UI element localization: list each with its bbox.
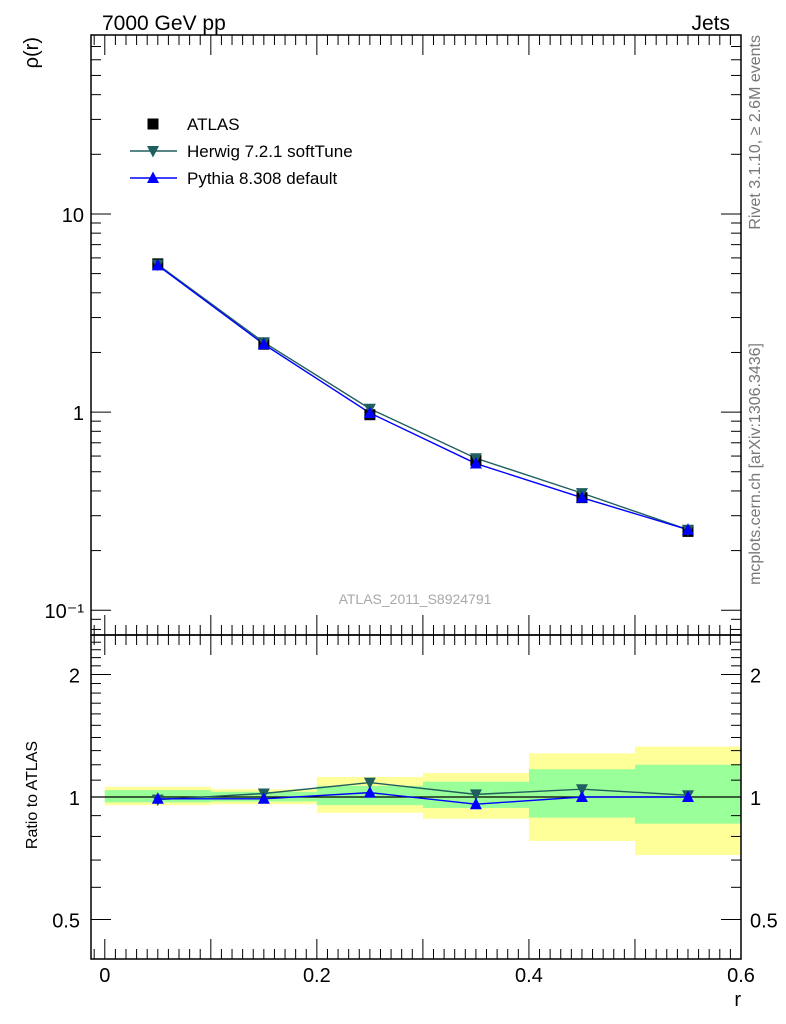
main-data-point [681,523,694,535]
legend-marker [147,146,159,158]
main-data-point [257,337,270,350]
legend-label: ATLAS [187,115,240,134]
main-data-point [575,491,588,503]
main-data-point [469,457,482,469]
ratio-y-tick-label-right: 2 [750,665,761,687]
legend-marker [147,171,159,183]
main-series-line [157,264,689,531]
ratio-series-line [157,791,688,805]
ratio-y-tick-label-right: 0.5 [750,911,778,933]
header-left-title: 7000 GeV pp [102,12,226,35]
ratio-data-point [257,792,270,804]
ratio-data-point [575,790,588,802]
ratio-data-point [681,790,694,802]
x-axis-label: r [734,989,741,1011]
header-right-title: Jets [691,12,730,35]
legend-label: Herwig 7.2.1 softTune [187,142,353,161]
main-y-tick-label: 10⁻¹ [45,601,85,623]
ratio-y-tick-label-right: 1 [750,788,761,810]
series-markers [151,258,694,810]
ratio-y-tick-label-left: 2 [69,665,80,687]
legend-label: Pythia 8.308 default [187,169,338,188]
analysis-watermark: ATLAS_2011_S8924791 [339,591,492,607]
ratio-data-point [469,789,482,801]
ratio-data-point [575,784,588,796]
legend-marker [147,118,159,130]
main-y-axis-label: ρ(r) [21,37,43,68]
main-y-tick-label: 10 [62,205,84,227]
main-data-point [151,258,164,271]
ratio-series-line [157,781,689,801]
ratio-data-point [151,792,164,804]
ratio-y-axis-label: Ratio to ATLAS [24,741,41,849]
ratio-data-point [363,777,376,790]
ratio-plot-frame [90,634,742,960]
tick-labels: 10 1 10⁻¹ 2 2 1 1 0.5 0.5 0 0.2 0.4 0.6 [45,205,778,987]
main-series-line [157,264,689,531]
axis-ticks [91,34,742,960]
main-y-tick-label: 1 [73,403,84,425]
series-lines [91,264,741,805]
x-tick-label: 0.4 [515,965,543,987]
ratio-y-tick-label-left: 1 [69,788,80,810]
legend: ATLAS Herwig 7.2.1 softTune Pythia 8.308 d… [130,115,353,188]
ratio-data-point [363,786,376,798]
x-tick-label: 0.6 [727,965,755,987]
mcplots-citation-label: mcplots.cern.ch [arXiv:1306.3436] [747,343,764,585]
main-data-point [363,406,376,418]
ratio-data-point [469,797,482,810]
rivet-version-label: Rivet 3.1.10, ≥ 2.6M events [747,35,764,230]
uncertainty-bands [104,746,741,856]
x-tick-label: 0.2 [303,965,331,987]
x-tick-label: 0 [99,965,110,987]
ratio-y-tick-label-left: 0.5 [52,911,80,933]
